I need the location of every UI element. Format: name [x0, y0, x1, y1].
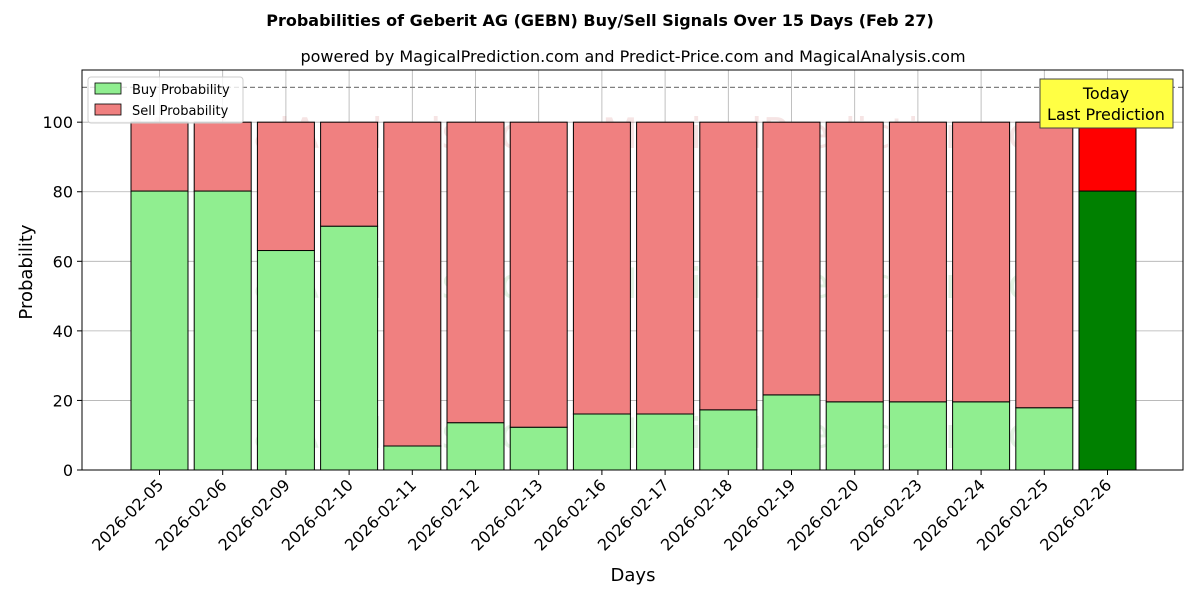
buy-bar [572, 413, 631, 471]
sell-bar [888, 121, 947, 403]
y-tick-label: 20 [53, 391, 73, 410]
sell-bar [636, 121, 695, 415]
sell-bar [256, 121, 315, 252]
legend-sell-label: Sell Probability [132, 104, 229, 119]
today-annotation-line1: Today [1082, 84, 1129, 103]
sell-bar [320, 121, 379, 227]
buy-bar [699, 409, 758, 471]
buy-bar [320, 225, 379, 471]
plot-frame [81, 69, 1184, 471]
buy-bar [130, 190, 189, 471]
buy-bar [1015, 407, 1074, 471]
x-axis-label: Days [611, 565, 656, 586]
buy-bar [952, 401, 1011, 471]
legend-buy-label: Buy Probability [132, 83, 230, 98]
sell-bar [1078, 121, 1137, 192]
y-tick-label: 100 [42, 113, 73, 132]
buy-bar [888, 401, 947, 471]
chart-subtitle: powered by MagicalPrediction.com and Pre… [300, 47, 965, 66]
buy-bar [636, 413, 695, 471]
y-tick-label: 0 [63, 461, 73, 480]
sell-bar [509, 121, 568, 428]
today-annotation: Today Last Prediction [1039, 78, 1174, 129]
sell-bar [193, 121, 252, 192]
sell-bar [952, 121, 1011, 403]
sell-bar [699, 121, 758, 411]
legend-box [87, 76, 244, 124]
legend: Buy Probability Sell Probability [87, 76, 244, 124]
today-annotation-line2: Last Prediction [1047, 105, 1165, 124]
sell-bar [130, 121, 189, 192]
chart-title: Probabilities of Geberit AG (GEBN) Buy/S… [266, 11, 934, 30]
y-tick-label: 80 [53, 183, 73, 202]
sell-bar [1015, 121, 1074, 409]
y-axis-label: Probability [16, 224, 37, 319]
x-axis: 2026-02-052026-02-062026-02-092026-02-10… [88, 470, 1115, 555]
y-tick-label: 40 [53, 322, 73, 341]
legend-buy-swatch [94, 82, 122, 95]
y-axis: 0 20 40 60 80 100 [42, 113, 82, 480]
buy-bar [256, 250, 315, 471]
sell-bar [383, 121, 442, 447]
buy-bar [193, 190, 252, 471]
bars [130, 121, 1137, 471]
buy-bar [825, 401, 884, 471]
sell-bar [572, 121, 631, 415]
sell-bar [762, 121, 821, 396]
buy-bar [762, 394, 821, 471]
legend-sell-swatch [94, 103, 122, 116]
sell-bar [446, 121, 505, 424]
buy-bar [446, 422, 505, 471]
y-tick-label: 60 [53, 252, 73, 271]
buy-bar [1078, 190, 1137, 471]
buy-bar [383, 445, 442, 471]
today-annotation-box [1039, 78, 1174, 129]
buy-bar [509, 426, 568, 471]
sell-bar [825, 121, 884, 403]
